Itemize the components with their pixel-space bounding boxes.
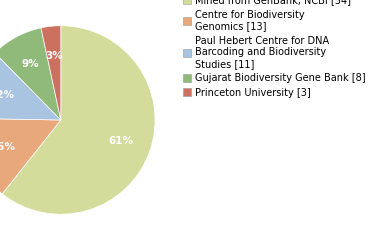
Wedge shape (0, 28, 61, 120)
Wedge shape (0, 118, 61, 194)
Wedge shape (2, 26, 155, 214)
Text: 61%: 61% (109, 136, 134, 146)
Text: 3%: 3% (45, 51, 63, 61)
Text: 9%: 9% (22, 59, 39, 69)
Wedge shape (0, 53, 61, 120)
Legend: Mined from GenBank, NCBI [54], Centre for Biodiversity
Genomics [13], Paul Heber: Mined from GenBank, NCBI [54], Centre fo… (184, 0, 366, 98)
Wedge shape (41, 26, 61, 120)
Text: 15%: 15% (0, 142, 15, 152)
Text: 12%: 12% (0, 90, 14, 100)
